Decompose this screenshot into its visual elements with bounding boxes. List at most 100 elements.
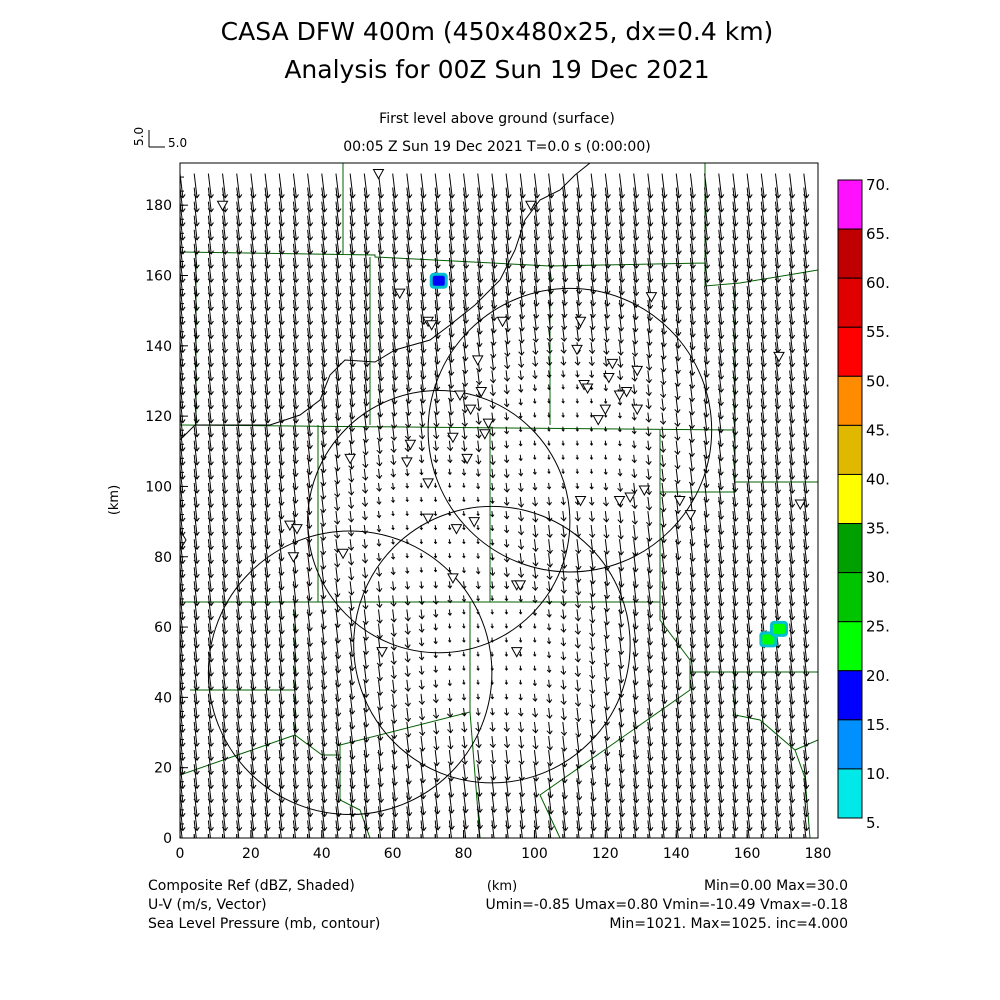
- wind-vector-head: [334, 683, 342, 688]
- wind-vector: [803, 651, 808, 676]
- wind-vector-head: [349, 415, 356, 420]
- y-axis-tick-label: 100: [145, 479, 172, 495]
- wind-vector: [448, 609, 451, 616]
- wind-vector-head: [476, 305, 484, 311]
- wind-vector: [519, 454, 522, 461]
- wind-vector-head: [348, 637, 355, 643]
- wind-vector-head: [489, 572, 496, 577]
- wind-vector-head: [390, 448, 397, 453]
- wind-vector: [321, 243, 326, 269]
- wind-vector-head: [688, 384, 696, 389]
- wind-vector: [434, 173, 439, 198]
- wind-vector-head: [703, 686, 711, 691]
- x-axis-tick-label: 80: [455, 846, 473, 862]
- wind-vector: [619, 412, 621, 418]
- colorbar-label: 30.: [866, 569, 890, 587]
- wind-vector-head: [418, 435, 426, 440]
- wind-vector-head: [405, 555, 409, 559]
- wind-vector: [803, 271, 808, 297]
- wind-vector: [491, 553, 494, 560]
- wind-vector-head: [207, 601, 214, 607]
- wind-vector: [760, 173, 765, 198]
- wind-vector: [633, 567, 637, 588]
- wind-vector-head: [477, 841, 482, 844]
- wind-vector: [222, 285, 226, 311]
- wind-vector-head: [489, 446, 496, 451]
- wind-vector-head: [236, 250, 243, 255]
- wind-vector: [349, 271, 354, 297]
- wind-vector-head: [618, 429, 622, 433]
- wind-vector: [264, 187, 269, 212]
- wind-vector: [491, 243, 496, 269]
- wind-vector: [392, 679, 395, 694]
- station-marker: [422, 478, 434, 489]
- wind-vector-head: [774, 334, 782, 340]
- wind-vector: [420, 243, 425, 269]
- wind-vector: [774, 665, 779, 690]
- wind-vector: [661, 693, 666, 719]
- wind-vector-head: [420, 826, 427, 832]
- wind-vector: [661, 721, 666, 747]
- wind-vector: [406, 679, 409, 692]
- wind-vector: [335, 370, 340, 395]
- wind-vector: [562, 750, 566, 767]
- wind-vector-head: [576, 236, 583, 241]
- wind-vector-head: [292, 598, 299, 604]
- wind-vector: [307, 764, 311, 789]
- wind-vector-head: [193, 784, 200, 790]
- wind-vector-head: [774, 376, 782, 382]
- wind-vector: [448, 257, 453, 283]
- wind-vector: [264, 609, 269, 634]
- wind-vector-head: [222, 855, 227, 858]
- wind-vector: [463, 215, 467, 240]
- wind-vector-head: [376, 572, 383, 577]
- wind-vector: [789, 764, 794, 789]
- wind-vector: [661, 440, 664, 453]
- wind-vector: [789, 750, 794, 775]
- wind-vector-head: [504, 640, 509, 643]
- wind-vector-head: [207, 587, 214, 593]
- wind-vector: [760, 342, 765, 367]
- wind-vector-head: [817, 517, 818, 519]
- wind-vector: [760, 243, 765, 269]
- wind-vector: [222, 778, 226, 803]
- wind-vector-head: [689, 250, 696, 255]
- wind-vector-head: [589, 704, 596, 709]
- wind-vector-head: [547, 471, 551, 474]
- wind-vector-head: [817, 826, 818, 829]
- wind-vector-head: [477, 208, 484, 213]
- wind-vector: [704, 637, 708, 662]
- wind-vector-head: [718, 615, 725, 621]
- wind-vector: [448, 595, 451, 603]
- wind-vector-head: [278, 362, 285, 368]
- wind-vector-head: [306, 657, 314, 663]
- wind-vector: [307, 510, 311, 529]
- x-axis-tick-label: 180: [805, 846, 832, 862]
- wind-vector-head: [361, 502, 369, 507]
- wind-vector-head: [432, 600, 439, 605]
- wind-vector-head: [251, 841, 256, 844]
- wind-vector-head: [419, 779, 426, 784]
- wind-vector: [278, 468, 283, 492]
- colorbar-label: 25.: [866, 618, 890, 636]
- wind-vector: [562, 187, 567, 212]
- wind-vector: [590, 693, 594, 709]
- wind-vector-head: [574, 687, 581, 692]
- wind-vector: [207, 707, 212, 733]
- wind-vector: [236, 173, 241, 198]
- wind-vector: [774, 412, 779, 437]
- wind-vector: [193, 609, 198, 634]
- wind-vector: [548, 778, 552, 798]
- wind-vector-head: [817, 798, 818, 801]
- wind-vector-head: [732, 559, 739, 565]
- wind-vector: [193, 679, 198, 704]
- wind-vector: [463, 764, 466, 781]
- wind-vector-head: [604, 194, 611, 199]
- wind-vector-head: [633, 784, 640, 790]
- wind-vector: [392, 637, 395, 651]
- wind-vector: [718, 314, 723, 339]
- wind-vector-head: [433, 485, 438, 489]
- wind-vector: [746, 440, 751, 465]
- wind-vector-head: [335, 306, 342, 311]
- wind-vector-head: [546, 486, 552, 490]
